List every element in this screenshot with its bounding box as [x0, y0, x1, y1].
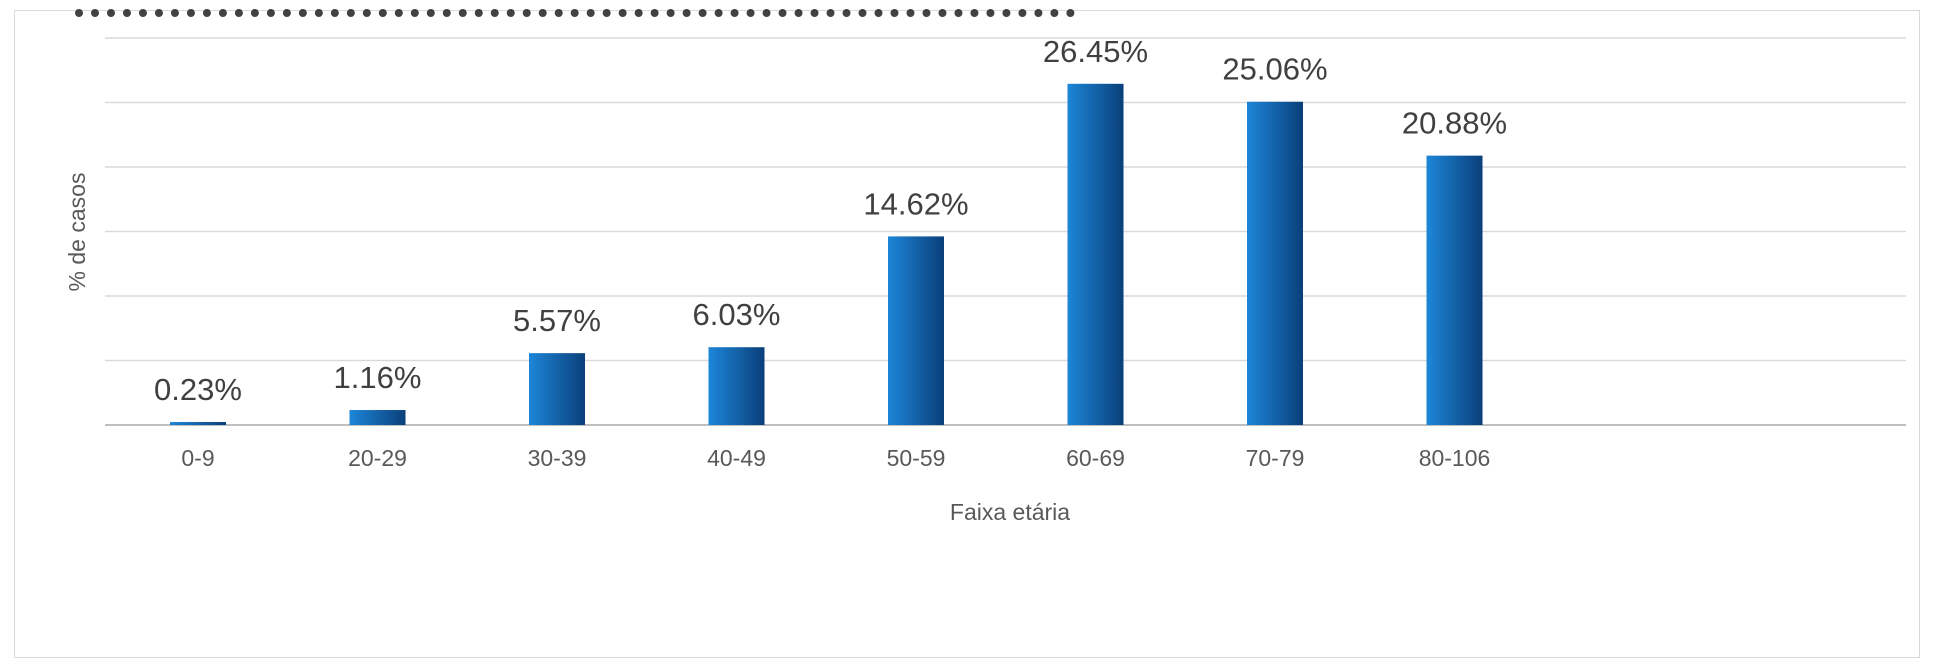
x-tick-label-50-59: 50-59	[887, 445, 946, 471]
chart-frame	[14, 9, 1920, 658]
y-axis-title: % de casos	[64, 173, 90, 292]
x-tick-label-60-69: 60-69	[1066, 445, 1125, 471]
bar-50-59	[888, 236, 944, 425]
data-label-50-59: 14.62%	[863, 186, 968, 221]
data-label-30-39: 5.57%	[513, 303, 601, 338]
data-label-80-106: 20.88%	[1402, 106, 1507, 141]
gridlines	[105, 37, 1906, 426]
chart-title-fragment	[75, 0, 1075, 17]
bar-60-69	[1067, 83, 1124, 426]
bars	[170, 83, 1483, 426]
data-label-70-79: 25.06%	[1222, 52, 1327, 87]
data-labels: 0.23% 1.16% 5.57% 6.03% 14.62% 26.45% 25.06% 20…	[154, 34, 1507, 407]
data-label-60-69: 26.45%	[1043, 34, 1148, 69]
data-label-0-9: 0.23%	[154, 372, 242, 407]
x-tick-label-30-39: 30-39	[528, 445, 587, 471]
data-label-20-29: 1.16%	[334, 360, 422, 395]
x-tick-label-20-29: 20-29	[348, 445, 407, 471]
data-label-40-49: 6.03%	[693, 297, 781, 332]
bar-80-106	[1426, 155, 1483, 425]
bar-70-79	[1247, 101, 1303, 425]
bar-20-29	[349, 410, 406, 425]
x-tick-label-0-9: 0-9	[181, 445, 214, 471]
bar-40-49	[708, 347, 765, 425]
x-tick-label-40-49: 40-49	[707, 445, 766, 471]
x-tick-label-80-106: 80-106	[1419, 445, 1491, 471]
x-tick-label-70-79: 70-79	[1246, 445, 1305, 471]
x-tick-labels: 0-9 20-29 30-39 40-49 50-59 60-69 70-79 80-106	[181, 445, 1490, 471]
x-axis-title: Faixa etária	[950, 499, 1070, 525]
bar-0-9	[170, 422, 226, 425]
bar-30-39	[529, 353, 585, 425]
